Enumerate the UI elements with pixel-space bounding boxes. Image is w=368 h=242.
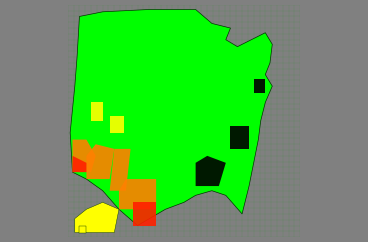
Polygon shape: [196, 156, 226, 186]
Polygon shape: [72, 156, 86, 172]
Polygon shape: [133, 202, 156, 226]
Polygon shape: [119, 179, 156, 209]
Polygon shape: [110, 116, 124, 133]
Polygon shape: [72, 140, 96, 172]
Polygon shape: [110, 149, 131, 191]
Polygon shape: [254, 79, 265, 93]
Polygon shape: [75, 202, 119, 233]
Polygon shape: [91, 102, 103, 121]
Polygon shape: [230, 126, 249, 149]
Polygon shape: [79, 226, 86, 233]
Polygon shape: [86, 144, 114, 179]
Polygon shape: [70, 9, 272, 226]
